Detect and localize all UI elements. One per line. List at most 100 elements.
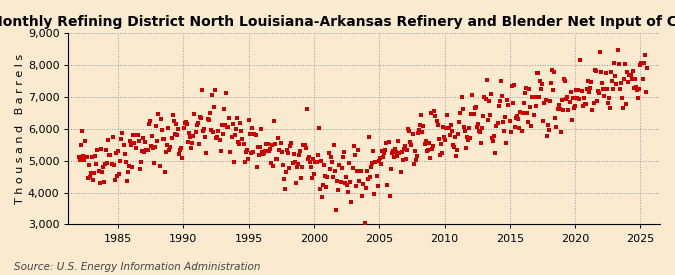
Point (325, 155, 336, 159)
Point (520, 86, 531, 90)
Point (421, 149, 432, 153)
Point (508, 83, 519, 87)
Point (414, 123, 425, 127)
Point (444, 133, 455, 137)
Point (430, 114, 441, 118)
Point (111, 174, 122, 178)
Point (471, 125, 482, 129)
Point (412, 154, 423, 159)
Point (128, 133, 139, 137)
Point (269, 119, 279, 123)
Point (407, 132, 418, 137)
Point (211, 136, 221, 140)
Point (117, 131, 128, 136)
Point (115, 159, 126, 164)
Point (175, 148, 186, 152)
Point (111, 151, 122, 155)
Point (277, 163, 288, 167)
Point (230, 127, 241, 131)
Point (171, 133, 182, 138)
Point (76, 143, 86, 147)
Point (637, 76, 648, 81)
Point (588, 101, 599, 105)
Point (139, 149, 150, 154)
Point (234, 142, 244, 146)
Point (419, 142, 430, 146)
Point (288, 152, 299, 156)
Point (287, 161, 298, 165)
Point (256, 150, 267, 154)
Point (109, 163, 119, 167)
Point (375, 161, 386, 166)
Point (359, 221, 370, 225)
Point (537, 82, 547, 87)
Point (616, 95, 627, 100)
Point (114, 172, 125, 176)
Point (313, 153, 323, 157)
Point (143, 122, 154, 127)
Point (460, 128, 470, 133)
Point (166, 135, 177, 140)
Point (186, 146, 196, 150)
Point (273, 136, 284, 140)
Point (515, 110, 526, 114)
Point (458, 125, 469, 129)
Point (105, 153, 116, 157)
Point (609, 61, 620, 65)
Point (568, 96, 578, 100)
Point (270, 142, 281, 146)
Point (276, 150, 287, 154)
Point (208, 130, 219, 134)
Point (214, 138, 225, 142)
Point (252, 145, 263, 149)
Point (405, 140, 416, 144)
Point (279, 186, 290, 191)
Point (219, 123, 230, 128)
Point (394, 151, 405, 155)
Point (605, 106, 616, 110)
Point (336, 166, 347, 170)
Point (244, 131, 255, 136)
Point (162, 143, 173, 147)
Point (317, 195, 327, 200)
Point (178, 126, 189, 131)
Point (299, 143, 310, 147)
Point (95, 181, 105, 186)
Point (600, 70, 611, 75)
Point (621, 101, 632, 106)
Point (423, 148, 433, 153)
Point (526, 124, 537, 128)
Point (595, 50, 605, 54)
Point (428, 144, 439, 148)
Point (605, 70, 616, 75)
Point (256, 126, 267, 131)
Point (583, 79, 593, 83)
Point (227, 122, 238, 127)
Point (630, 76, 641, 81)
Point (169, 132, 180, 136)
Point (185, 135, 196, 139)
Point (488, 138, 499, 143)
Point (608, 87, 618, 91)
Point (614, 87, 625, 92)
Point (286, 141, 297, 145)
Point (554, 103, 564, 107)
Point (122, 179, 132, 183)
Point (344, 161, 354, 165)
Point (313, 126, 324, 130)
Point (586, 80, 597, 84)
Point (396, 150, 407, 155)
Point (416, 113, 427, 118)
Point (146, 134, 157, 138)
Point (342, 182, 352, 187)
Point (641, 66, 652, 70)
Point (79, 158, 90, 162)
Point (173, 152, 184, 156)
Point (418, 124, 429, 128)
Point (373, 159, 384, 163)
Point (624, 73, 635, 78)
Point (171, 122, 182, 127)
Point (398, 157, 408, 162)
Point (346, 199, 357, 204)
Point (593, 91, 604, 95)
